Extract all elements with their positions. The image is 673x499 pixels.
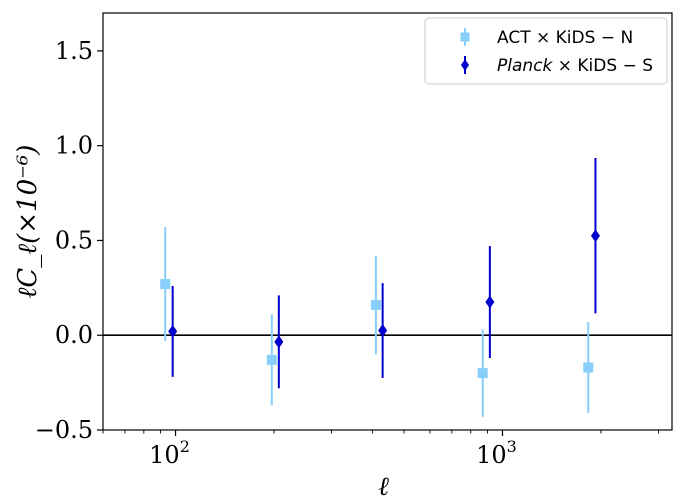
legend-box bbox=[424, 17, 668, 85]
data-point bbox=[274, 295, 284, 389]
series-2 bbox=[168, 158, 600, 389]
data-point bbox=[477, 329, 488, 417]
data-point bbox=[160, 227, 171, 341]
diamond-marker bbox=[590, 229, 600, 243]
diamond-marker bbox=[168, 324, 178, 338]
legend-label: ACT × KiDS − N bbox=[497, 28, 633, 48]
square-marker bbox=[460, 32, 470, 42]
x-axis-ticks: 102 103 bbox=[102, 430, 659, 469]
data-point bbox=[266, 314, 277, 406]
plot-frame bbox=[102, 12, 673, 431]
data-point bbox=[370, 255, 381, 355]
y-axis-label: ℓC_ℓ(×10⁻⁶) bbox=[13, 145, 43, 299]
y-tick-label: 1.5 bbox=[55, 37, 93, 65]
x-tick-label: 103 bbox=[476, 437, 517, 469]
square-marker bbox=[477, 368, 488, 379]
square-marker bbox=[266, 354, 277, 365]
diamond-marker bbox=[378, 323, 388, 337]
legend-entry: ACT × KiDS − N bbox=[460, 28, 633, 48]
y-tick-label: −0.5 bbox=[35, 416, 93, 444]
diamond-marker bbox=[274, 335, 284, 349]
square-marker bbox=[583, 362, 594, 373]
legend-entry: Planck × KiDS − S bbox=[460, 56, 653, 76]
y-tick-label: 0.0 bbox=[55, 321, 93, 349]
series-layer bbox=[160, 158, 600, 417]
data-point bbox=[590, 158, 600, 314]
legend-label: Planck × KiDS − S bbox=[497, 56, 653, 76]
y-tick-label: 0.5 bbox=[55, 226, 93, 254]
legend: ACT × KiDS − N Planck × KiDS − S bbox=[424, 17, 668, 85]
data-point bbox=[378, 283, 388, 378]
y-axis-ticks: −0.5 0.0 0.5 1.0 1.5 bbox=[35, 37, 103, 444]
square-marker bbox=[160, 279, 171, 290]
y-tick-label: 1.0 bbox=[55, 132, 93, 160]
x-tick-label: 102 bbox=[149, 437, 190, 469]
diamond-marker bbox=[485, 295, 495, 309]
diamond-marker bbox=[460, 59, 470, 71]
data-point bbox=[168, 285, 178, 377]
data-point bbox=[485, 246, 495, 358]
series-1 bbox=[160, 227, 594, 417]
data-point bbox=[583, 321, 594, 413]
square-marker bbox=[370, 299, 381, 310]
x-axis-label: ℓ bbox=[378, 472, 389, 499]
